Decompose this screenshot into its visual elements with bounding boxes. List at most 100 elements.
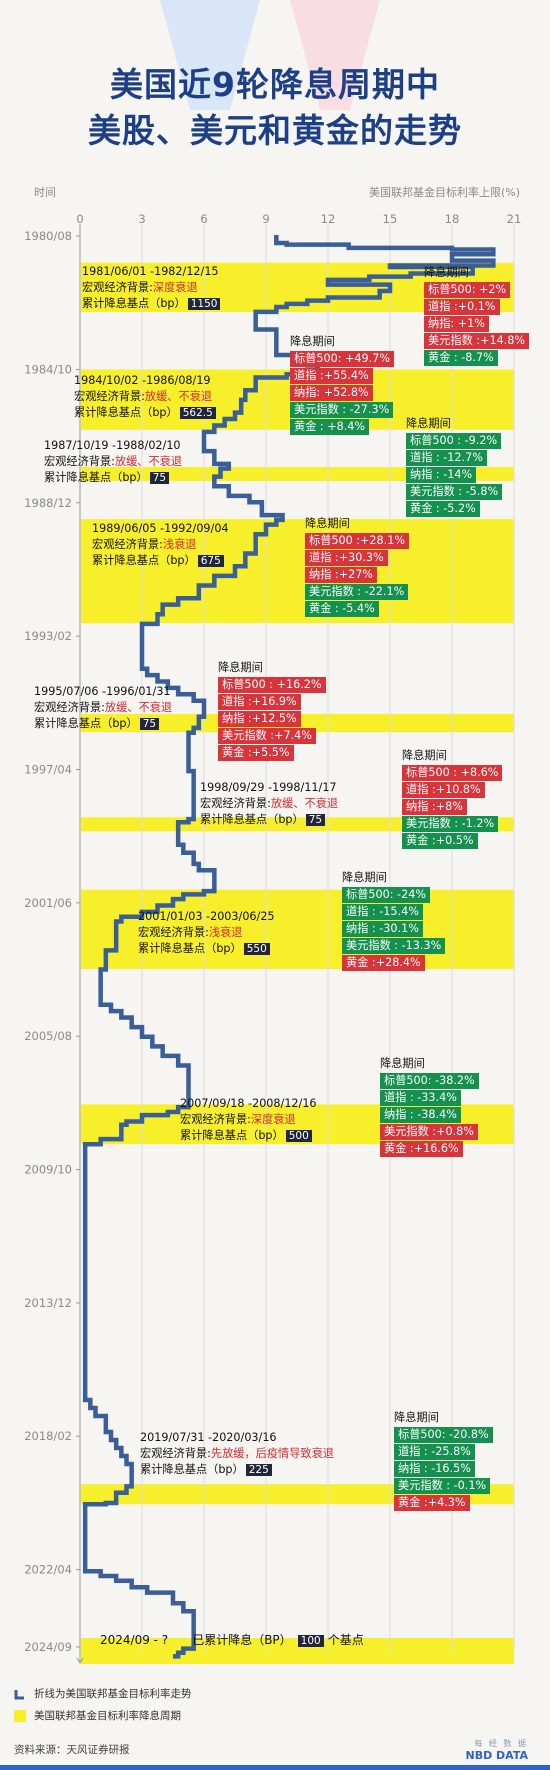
performance-chip: 美元指数 : -13.3% (342, 937, 446, 954)
easing-band (81, 1638, 514, 1664)
cycle-period: 1995/07/06 -1996/01/31 (34, 685, 171, 698)
performance-chip: 纳指 : -14% (406, 466, 477, 483)
cycle-bp-value: 225 (245, 1464, 272, 1476)
performance-panel: 降息期间 标普500: +49.7% 道指 :+55.4% 纳指: +52.8% 美元指… (290, 334, 394, 436)
performance-chip: 美元指数 : -5.8% (406, 483, 503, 500)
performance-chip: 标普500: +2% (424, 281, 511, 298)
cycle-period: 1984/10/02 -1986/08/19 (74, 374, 211, 387)
performance-chip: 纳指 :+8% (402, 798, 467, 815)
performance-chip: 黄金 : -5.4% (305, 600, 379, 617)
performance-heading: 降息期间 (342, 871, 387, 884)
performance-chip: 纳指: +1% (424, 315, 489, 332)
cycle-period: 1987/10/19 -1988/02/10 (44, 439, 181, 452)
performance-chip: 标普500: -24% (342, 886, 430, 903)
y-tick-label: 1993/02 (24, 629, 72, 643)
cycle-period: 1989/06/05 -1992/09/04 (92, 522, 229, 535)
performance-chip: 美元指数 : -27.3% (290, 401, 394, 418)
performance-chip: 道指 : -12.7% (406, 449, 487, 466)
performance-chip: 纳指 :+27% (305, 566, 377, 583)
current-cycle-period: 2024/09 - ? (100, 1633, 169, 1647)
cycle-info: 1984/10/02 -1986/08/19 宏观经济背景:放缓、不衰退累计降息基… (74, 373, 216, 421)
performance-chip: 美元指数 : -1.2% (402, 815, 499, 832)
cycle-background-prefix: 宏观经济背景: (74, 390, 145, 403)
current-cycle-label: 已累计降息（BP） (192, 1633, 292, 1647)
cycle-bp-value: 675 (197, 555, 224, 567)
performance-chip: 纳指: +52.8% (290, 384, 373, 401)
performance-panel: 降息期间 标普500 : +16.2% 道指 :+16.9% 纳指 :+12.5% 美元… (218, 660, 326, 762)
cycle-bp-label: 累计降息基点（bp） (138, 942, 242, 955)
cycle-bp-value: 75 (139, 718, 160, 730)
y-tick-label: 1980/08 (24, 229, 72, 243)
cycle-bp-label: 累计降息基点（bp） (180, 1129, 284, 1142)
easing-band (81, 889, 514, 969)
cycle-background: 放缓、不衰退 (114, 455, 183, 468)
cycle-background-prefix: 宏观经济背景: (82, 281, 153, 294)
brand-cn: 每 经 数 据 (474, 1739, 528, 1748)
legend-line: 折线为美国联邦基金目标利率走势 (14, 1686, 192, 1701)
cycle-background-prefix: 宏观经济背景: (140, 1447, 211, 1460)
brand-en: NBD DATA (465, 1749, 528, 1762)
x-tick-label: 3 (138, 212, 145, 226)
performance-chip: 标普500 : -9.2% (406, 432, 502, 449)
legend-band: 美国联邦基金目标利率降息周期 (14, 1708, 181, 1723)
y-axis-label: 时间 (34, 186, 56, 199)
performance-chip: 标普500: +49.7% (290, 350, 394, 367)
performance-chip: 道指 :+16.9% (218, 693, 301, 710)
cycle-info: 1995/07/06 -1996/01/31 宏观经济背景:放缓、不衰退 累计降息基… (34, 684, 172, 732)
performance-chip: 美元指数 :+14.8% (424, 332, 529, 349)
performance-heading: 降息期间 (380, 1057, 425, 1070)
cycle-info: 1981/06/01 -1982/12/15 宏观经济背景:深度衰退 累计降息基点（… (82, 264, 221, 312)
performance-panel: 降息期间 标普500: -38.2% 道指 : -33.4% 纳指 : -38.4% 美… (380, 1056, 479, 1158)
x-tick-label: 18 (445, 212, 460, 226)
performance-chip: 美元指数 : -0.1% (394, 1477, 491, 1494)
cycle-bp-label: 累计降息基点（bp） (44, 471, 148, 484)
performance-chip: 道指 :+0.1% (424, 298, 500, 315)
x-tick-label: 6 (200, 212, 207, 226)
performance-heading: 降息期间 (402, 749, 447, 762)
cycle-bp-label: 累计降息基点（bp） (92, 554, 196, 567)
y-tick-label: 2018/02 (24, 1429, 72, 1443)
x-tick-label: 21 (507, 212, 522, 226)
rate-line (82, 235, 496, 1659)
x-tick-label: 9 (262, 212, 269, 226)
performance-chip: 道指 :+30.3% (305, 549, 388, 566)
performance-heading: 降息期间 (218, 661, 263, 674)
y-tick-label: 2022/04 (24, 1563, 72, 1577)
cycle-background: 浅衰退 (208, 926, 243, 939)
brand-logo: 每 经 数 据 NBD DATA (465, 1738, 528, 1762)
performance-panel: 降息期间 标普500: +2% 道指 :+0.1% 纳指: +1% 美元指数 :+14.… (424, 265, 529, 367)
easing-band (81, 519, 514, 624)
cycle-period: 2019/07/31 -2020/03/16 (140, 1431, 277, 1444)
x-tick-label: 15 (383, 212, 398, 226)
performance-chip: 黄金 :+16.6% (380, 1140, 463, 1157)
performance-chip: 黄金 :+28.4% (342, 954, 425, 971)
performance-chip: 纳指 :+12.5% (218, 710, 301, 727)
legend-line-label: 折线为美国联邦基金目标利率走势 (34, 1688, 192, 1700)
cycle-bp-value: 550 (243, 943, 270, 955)
performance-chip: 道指 : -33.4% (380, 1089, 461, 1106)
cycle-background: 深度衰退 (250, 1113, 296, 1126)
cycle-bp-label: 累计降息基点（bp） (74, 406, 178, 419)
current-cycle-suffix: 个基点 (327, 1633, 364, 1647)
cycle-background-prefix: 宏观经济背景: (34, 701, 105, 714)
cycle-background-prefix: 宏观经济背景: (92, 538, 163, 551)
decorative-header-shape-pink (290, 0, 380, 110)
cycle-background-prefix: 宏观经济背景: (138, 926, 209, 939)
performance-chip: 标普500 : +16.2% (218, 676, 326, 693)
cycle-background: 放缓、不衰退 (144, 390, 213, 403)
performance-chip: 黄金 : +8.4% (290, 418, 370, 435)
cycle-period: 2007/09/18 -2008/12/16 (180, 1097, 317, 1110)
cycle-bp-label: 累计降息基点（bp） (200, 813, 304, 826)
decorative-header-shape-blue (160, 0, 260, 110)
y-tick-label: 2009/10 (24, 1163, 72, 1177)
performance-chip: 黄金 : -5.2% (406, 500, 480, 517)
cycle-background: 深度衰退 (152, 281, 198, 294)
y-tick-label: 2005/08 (24, 1029, 72, 1043)
cycle-background-prefix: 宏观经济背景: (44, 455, 115, 468)
y-tick-label: 2001/06 (24, 896, 72, 910)
performance-chip: 道指 : -15.4% (342, 903, 423, 920)
line-legend-icon (14, 1690, 24, 1700)
cycle-background-prefix: 宏观经济背景: (180, 1113, 251, 1126)
cycle-background: 放缓、不衰退 (270, 797, 339, 810)
cycle-background: 先放缓，后疫情导致衰退 (210, 1447, 334, 1460)
